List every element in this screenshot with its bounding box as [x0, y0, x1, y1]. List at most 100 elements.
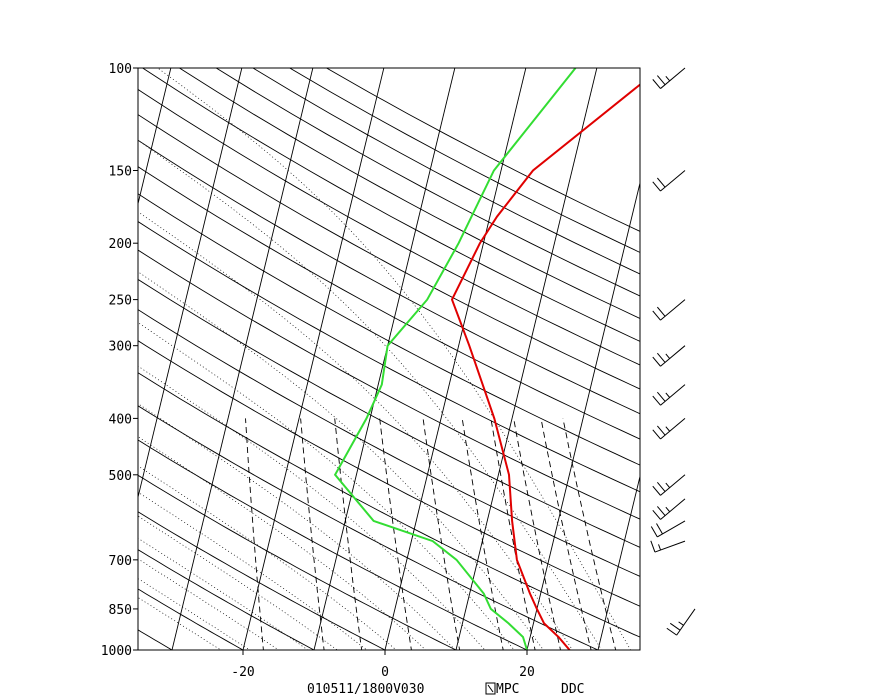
pressure-tick-label: 700: [109, 554, 132, 569]
dry-adiabat-line: [138, 278, 640, 548]
wind-barb-flag: [656, 306, 666, 317]
mixing-ratio-line: [461, 418, 504, 650]
wind-barb-flag: [652, 310, 661, 321]
footer: 010511/1800V030 MPC DDC: [307, 682, 584, 697]
wind-barb-staff: [660, 67, 686, 89]
wind-barb-flag: [656, 177, 666, 188]
wind-barb-flag: [656, 352, 666, 363]
isotherm-line: [138, 68, 172, 206]
mixing-ratio-lines: [245, 418, 617, 650]
wind-barb: [652, 384, 686, 406]
dewpoint-profile-line: [333, 68, 577, 650]
moist-adiabat-line: [138, 365, 486, 650]
wind-barb-staff: [660, 474, 686, 496]
wind-barb: [652, 345, 686, 367]
wind-barb: [650, 540, 686, 553]
wind-barb-flag: [656, 391, 666, 402]
wind-barb-flag: [656, 75, 666, 86]
dry-adiabat-line: [138, 629, 173, 650]
dry-adiabat-line: [138, 340, 640, 607]
isotherm-line: [171, 68, 314, 650]
temperature-axis: -20 0 20: [231, 650, 535, 680]
wind-barb-flag: [652, 79, 661, 89]
wind-barb-staff: [660, 299, 686, 321]
wind-barb-half-flag: [665, 426, 671, 432]
sounding-series: [333, 68, 640, 650]
dry-adiabat-line: [138, 221, 640, 493]
pressure-tick-label: 850: [109, 603, 132, 618]
wind-barb-half-flag: [665, 482, 671, 488]
wind-barb: [666, 608, 696, 636]
dry-adiabat-line: [138, 309, 640, 577]
wind-barb: [652, 474, 686, 496]
pressure-tick-label: 500: [109, 469, 132, 484]
wind-barb: [652, 170, 686, 192]
dry-adiabat-line: [138, 88, 640, 366]
isotherm-line: [138, 68, 243, 500]
mixing-ratio-line: [513, 418, 561, 650]
wind-barb-flag: [650, 540, 656, 553]
wind-barb-half-flag: [665, 75, 671, 82]
temperature-tick-label: 0: [381, 665, 389, 680]
footer-source: MPC: [496, 682, 519, 697]
plot-frame: [137, 67, 641, 651]
isotherm-line: [0, 41, 35, 662]
moist-adiabat-line: [157, 68, 631, 650]
isotherm-line: [242, 68, 385, 650]
wind-barb-flag: [652, 356, 661, 367]
wind-barb-flag: [656, 506, 666, 516]
mpc-logo-icon: [485, 682, 496, 695]
isotherm-line: [597, 474, 640, 650]
moist-adiabat-line: [138, 322, 515, 650]
pressure-axis: 100 150 200 250 300 400 500 700 850 1000: [101, 62, 138, 659]
dry-adiabat-line: [138, 166, 640, 440]
dry-adiabat-line: [138, 511, 386, 650]
moist-adiabat-lines: [138, 68, 631, 650]
dry-adiabat-line: [215, 68, 640, 297]
dry-adiabat-line: [138, 588, 244, 650]
wind-barb-flag: [652, 395, 661, 406]
wind-barb-flag: [656, 523, 663, 535]
wind-barb-half-flag: [665, 506, 671, 513]
wind-barb-flag: [652, 429, 661, 440]
dry-adiabat-line: [138, 474, 458, 650]
pressure-tick-label: 100: [109, 62, 132, 77]
wind-barb-flag: [650, 526, 658, 538]
dry-adiabat-line: [141, 68, 640, 342]
mixing-ratio-line: [379, 418, 412, 650]
pressure-tick-label: 150: [109, 164, 132, 179]
pressure-tick-label: 250: [109, 294, 132, 309]
wind-barb: [652, 67, 686, 89]
dry-adiabat-lines: [138, 68, 640, 650]
footer-station: DDC: [561, 682, 584, 697]
wind-barb-staff: [676, 608, 696, 636]
dry-adiabat-line: [138, 549, 315, 650]
wind-barb-flag: [656, 425, 666, 436]
temperature-profile-line: [450, 83, 640, 650]
dry-adiabat-line: [325, 68, 640, 232]
mixing-ratio-line: [562, 418, 617, 650]
wind-barb-flag: [669, 622, 681, 631]
isotherm-line: [808, 41, 896, 662]
wind-barb: [652, 498, 686, 520]
moist-adiabat-line: [138, 139, 603, 650]
wind-barb-flag: [652, 181, 661, 192]
footer-time: 010511/1800V030: [307, 682, 424, 697]
pressure-tick-label: 400: [109, 412, 132, 427]
mixing-ratio-line: [334, 418, 363, 650]
wind-barbs: [650, 67, 696, 636]
moist-adiabat-line: [138, 537, 309, 650]
pressure-tick-label: 300: [109, 340, 132, 355]
dry-adiabat-line: [178, 68, 640, 319]
wind-barb-staff: [660, 170, 686, 192]
temperature-tick-label: 20: [519, 665, 535, 680]
dry-adiabat-line: [138, 249, 640, 520]
dry-adiabat-line: [138, 372, 640, 638]
isotherm-line: [384, 68, 527, 650]
wind-barb: [652, 299, 686, 321]
moist-adiabat-line: [138, 558, 280, 650]
moist-adiabat-line: [138, 211, 574, 650]
isotherm-lines: [0, 41, 896, 662]
moist-adiabat-line: [138, 515, 338, 650]
